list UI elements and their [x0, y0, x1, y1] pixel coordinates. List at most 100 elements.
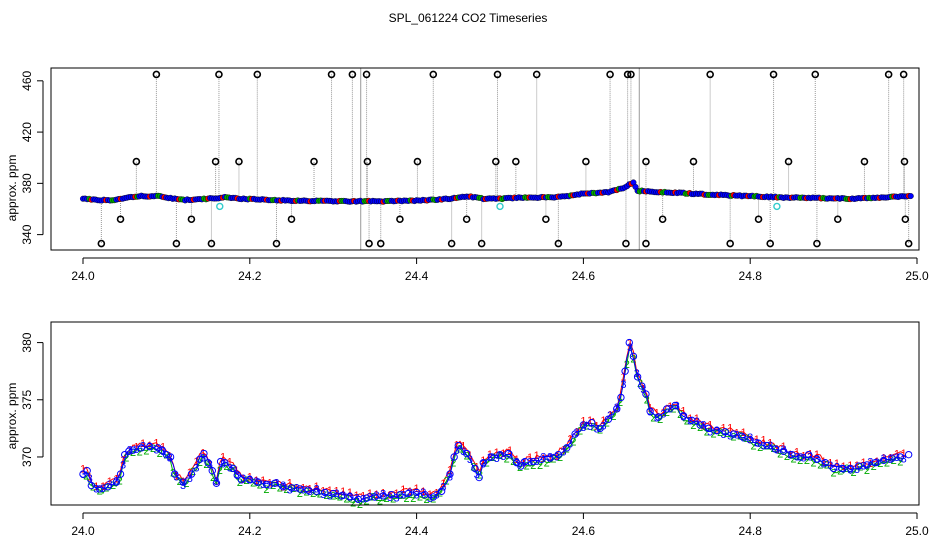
series-marker-2: 2: [664, 407, 670, 419]
top-y-tick-label: 460: [20, 70, 34, 90]
series-marker-1: 1: [514, 454, 520, 466]
series-marker-1: 1: [767, 437, 773, 449]
bottom-data-point: [638, 382, 646, 390]
series-marker-2: 2: [750, 440, 756, 452]
series-marker-2: 2: [504, 453, 510, 465]
bottom-data-point: [696, 421, 704, 429]
series-marker-1: 1: [534, 450, 540, 462]
series-marker-2: 2: [797, 455, 803, 467]
series-marker-1: 1: [367, 488, 373, 500]
series-marker-3: 3: [440, 481, 446, 493]
series-marker-2: 2: [277, 482, 283, 494]
bottom-data-point: [579, 421, 588, 429]
bottom-data-point: [829, 464, 838, 473]
series-marker-2: 2: [410, 493, 416, 505]
series-marker-3: 3: [847, 465, 853, 477]
series-marker-1: 1: [547, 452, 553, 464]
series-line-3: [82, 345, 904, 502]
bottom-data-point: [371, 493, 379, 501]
series-marker-3: 3: [107, 479, 113, 491]
top-spike-point: [348, 70, 357, 79]
bottom-data-point: [517, 462, 525, 470]
top-spike-point: [152, 70, 161, 79]
bottom-data-point: [362, 494, 371, 502]
figure-title: SPL_061224 CO2 Timeseries: [389, 11, 548, 25]
series-marker-2: 2: [537, 460, 543, 472]
bottom-data-point: [204, 458, 212, 467]
series-marker-2: 2: [297, 488, 303, 500]
bottom-data-point: [838, 464, 846, 473]
series-marker-1: 1: [320, 486, 326, 498]
bottom-data-point: [521, 457, 529, 466]
bottom-data-point: [104, 483, 112, 491]
bottom-data-point: [496, 450, 504, 459]
series-marker-1: 1: [654, 408, 660, 420]
series-marker-1: 1: [454, 440, 460, 452]
series-marker-3: 3: [273, 478, 279, 490]
bottom-data-point: [154, 444, 162, 452]
bottom-data-point: [621, 367, 629, 375]
series-marker-2: 2: [170, 467, 176, 479]
series-marker-1: 1: [740, 427, 746, 439]
series-marker-3: 3: [340, 490, 346, 502]
series-marker-1: 1: [180, 476, 186, 488]
series-marker-2: 2: [377, 495, 383, 507]
bottom-data-point: [129, 446, 137, 454]
top-spike-point: [512, 157, 520, 166]
series-marker-2: 2: [263, 484, 269, 496]
series-marker-3: 3: [660, 409, 666, 421]
series-marker-1: 1: [841, 461, 847, 473]
series-marker-3: 3: [600, 420, 606, 432]
bottom-data-point: [304, 486, 312, 494]
series-marker-1: 1: [120, 455, 126, 467]
bottom-data-point: [588, 418, 596, 427]
series-marker-1: 1: [861, 457, 867, 469]
series-marker-3: 3: [380, 489, 386, 501]
bottom-data-point: [146, 442, 154, 451]
series-marker-2: 2: [737, 430, 743, 442]
bottom-data-point: [254, 478, 262, 486]
bottom-data-point: [166, 453, 175, 461]
top-spike-point: [642, 157, 650, 166]
top-spike-point: [582, 157, 590, 166]
bottom-data-point: [617, 393, 625, 402]
series-marker-3: 3: [620, 379, 626, 391]
series-marker-3: 3: [213, 476, 219, 488]
series-marker-1: 1: [187, 467, 193, 479]
series-marker-3: 3: [434, 489, 440, 501]
series-marker-2: 2: [404, 493, 410, 505]
series-marker-3: 3: [627, 342, 633, 354]
series-marker-3: 3: [901, 453, 907, 465]
top-spike-point: [900, 157, 909, 166]
series-marker-3: 3: [140, 441, 146, 453]
top-spike-point: [766, 239, 775, 248]
bottom-data-point: [437, 487, 446, 495]
series-marker-3: 3: [674, 400, 680, 412]
series-marker-2: 2: [437, 487, 443, 499]
bottom-data-point: [633, 373, 642, 381]
series-marker-2: 2: [564, 443, 570, 455]
bottom-data-point: [421, 491, 429, 499]
top-spike-point: [899, 70, 908, 79]
series-marker-3: 3: [80, 469, 86, 481]
series-marker-3: 3: [480, 459, 486, 471]
series-marker-2: 2: [710, 429, 716, 441]
bottom-data-point: [896, 453, 905, 461]
series-marker-2: 2: [190, 466, 196, 478]
bottom-data-point: [296, 485, 304, 493]
series-marker-2: 2: [684, 416, 690, 428]
top-spike-point: [532, 70, 541, 79]
series-marker-1: 1: [487, 449, 493, 461]
series-marker-3: 3: [881, 453, 887, 465]
series-marker-1: 1: [847, 460, 853, 472]
top-spike-point: [172, 239, 181, 248]
series-marker-3: 3: [574, 427, 580, 439]
top-calibration-point: [773, 202, 781, 211]
bottom-data-point: [233, 471, 241, 479]
series-marker-3: 3: [507, 450, 513, 462]
series-marker-2: 2: [223, 461, 229, 473]
series-marker-1: 1: [240, 473, 246, 485]
series-marker-2: 2: [690, 420, 696, 432]
bottom-data-point: [125, 447, 133, 455]
top-spike-point: [658, 215, 667, 224]
